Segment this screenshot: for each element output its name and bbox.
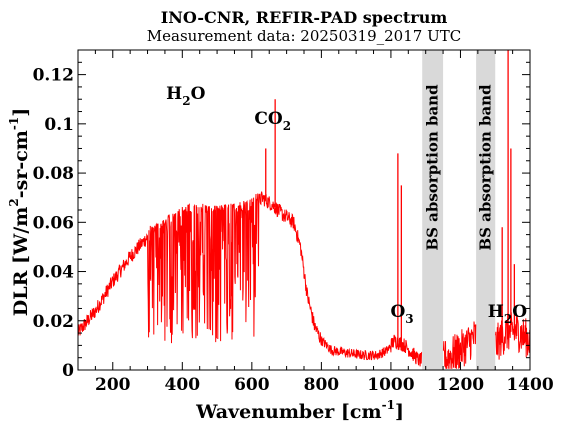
x-tick-label-600: 600	[234, 375, 270, 395]
spectrum-line	[77, 191, 531, 369]
x-tick-label-400: 400	[165, 375, 201, 395]
y-axis-label-p3: ]	[10, 108, 32, 117]
absorption-band-label-1: BS absorption band	[424, 84, 442, 251]
x-axis-label: Wavenumber [cm-1]	[195, 398, 404, 423]
x-axis-label-tail: ]	[395, 401, 404, 423]
annotation-h2o-left: H2O	[166, 84, 205, 108]
chart-title: INO-CNR, REFIR-PAD spectrum	[161, 8, 448, 27]
absorption-bands: BS absorption band BS absorption band	[422, 50, 496, 370]
y-axis-label-sup1: 2	[7, 198, 21, 206]
y-axis-label-p2: -sr-cm	[10, 130, 32, 198]
x-axis-label-sup: -1	[382, 398, 395, 412]
annotation-h2o-right: H2O	[488, 302, 527, 326]
y-tick-label-4: 0.08	[33, 164, 74, 184]
absorption-band-label-2: BS absorption band	[477, 84, 495, 251]
y-axis: 0 0.02 0.04 0.06 0.08 0.1 0.12	[33, 49, 530, 381]
y-tick-label-2: 0.04	[33, 263, 75, 283]
x-tick-label-800: 800	[304, 375, 340, 395]
y-axis-label-p1: DLR [W/m	[10, 207, 32, 317]
x-tick-label-1200: 1200	[437, 375, 484, 395]
y-axis-label-sup2: -1	[7, 117, 21, 130]
y-tick-label-3: 0.06	[33, 213, 74, 233]
y-tick-label-0: 0	[62, 361, 74, 381]
x-tick-label-200: 200	[95, 375, 131, 395]
x-axis: 200 400 600 800 1000 1200 1400	[77, 50, 554, 395]
y-axis-label: DLR [W/m2-sr-cm-1]	[7, 108, 32, 316]
y-tick-label-1: 0.02	[33, 312, 74, 332]
annotation-o3: O3	[390, 302, 413, 326]
y-tick-label-6: 0.12	[33, 66, 74, 86]
plot-frame	[77, 49, 531, 371]
chart-subtitle: Measurement data: 20250319_2017 UTC	[147, 27, 461, 45]
annotations: H2O CO2 O3 H2O	[166, 84, 527, 326]
absorption-band-1	[422, 50, 444, 370]
spectrum-series	[77, 50, 531, 369]
absorption-band-2	[476, 50, 496, 370]
x-axis-label-main: Wavenumber [cm	[195, 401, 382, 423]
x-tick-label-1400: 1400	[506, 375, 553, 395]
annotation-co2: CO2	[254, 109, 291, 133]
y-tick-label-5: 0.1	[44, 115, 74, 135]
x-tick-label-1000: 1000	[367, 375, 414, 395]
